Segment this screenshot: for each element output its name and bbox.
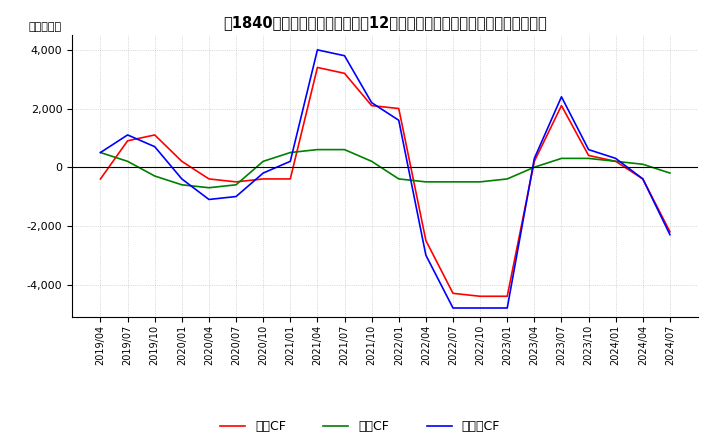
フリーCF [96, 150, 105, 155]
投資CF [204, 185, 213, 191]
フリーCF [449, 305, 457, 311]
投資CF [503, 176, 511, 182]
フリーCF [530, 156, 539, 161]
フリーCF [286, 159, 294, 164]
投資CF [449, 179, 457, 184]
営業CF [204, 176, 213, 182]
投資CF [584, 156, 593, 161]
投資CF [341, 147, 349, 152]
投資CF [665, 170, 674, 176]
フリーCF [150, 144, 159, 149]
フリーCF [313, 47, 322, 52]
投資CF [259, 159, 268, 164]
営業CF [286, 176, 294, 182]
投資CF [421, 179, 430, 184]
営業CF [449, 291, 457, 296]
営業CF [232, 179, 240, 184]
営業CF [639, 176, 647, 182]
営業CF [313, 65, 322, 70]
フリーCF [204, 197, 213, 202]
フリーCF [665, 232, 674, 237]
営業CF [557, 103, 566, 108]
Line: フリーCF: フリーCF [101, 50, 670, 308]
営業CF [259, 176, 268, 182]
フリーCF [476, 305, 485, 311]
投資CF [123, 159, 132, 164]
フリーCF [611, 156, 620, 161]
投資CF [232, 182, 240, 187]
フリーCF [421, 253, 430, 258]
フリーCF [178, 176, 186, 182]
投資CF [150, 173, 159, 179]
フリーCF [639, 176, 647, 182]
営業CF [530, 159, 539, 164]
営業CF [367, 103, 376, 108]
営業CF [611, 159, 620, 164]
フリーCF [259, 170, 268, 176]
投資CF [313, 147, 322, 152]
営業CF [584, 153, 593, 158]
フリーCF [232, 194, 240, 199]
フリーCF [341, 53, 349, 59]
営業CF [123, 138, 132, 143]
営業CF [665, 229, 674, 235]
Text: （百万円）: （百万円） [28, 22, 61, 33]
営業CF [178, 159, 186, 164]
投資CF [395, 176, 403, 182]
Title: 　1840］　キャッシュフローの12か月移動合計の対前年同期増減額の推移: 1840］ キャッシュフローの12か月移動合計の対前年同期増減額の推移 [223, 15, 547, 30]
投資CF [639, 161, 647, 167]
営業CF [96, 176, 105, 182]
投資CF [476, 179, 485, 184]
フリーCF [557, 94, 566, 99]
フリーCF [584, 147, 593, 152]
フリーCF [123, 132, 132, 138]
投資CF [367, 159, 376, 164]
営業CF [421, 238, 430, 243]
フリーCF [503, 305, 511, 311]
投資CF [96, 150, 105, 155]
営業CF [503, 293, 511, 299]
投資CF [557, 156, 566, 161]
営業CF [150, 132, 159, 138]
Line: 営業CF: 営業CF [101, 67, 670, 296]
投資CF [286, 150, 294, 155]
Legend: 営業CF, 投資CF, フリーCF: 営業CF, 投資CF, フリーCF [215, 415, 505, 438]
営業CF [476, 293, 485, 299]
投資CF [611, 159, 620, 164]
フリーCF [395, 117, 403, 123]
Line: 投資CF: 投資CF [101, 150, 670, 188]
営業CF [395, 106, 403, 111]
フリーCF [367, 100, 376, 105]
投資CF [178, 182, 186, 187]
営業CF [341, 71, 349, 76]
投資CF [530, 165, 539, 170]
